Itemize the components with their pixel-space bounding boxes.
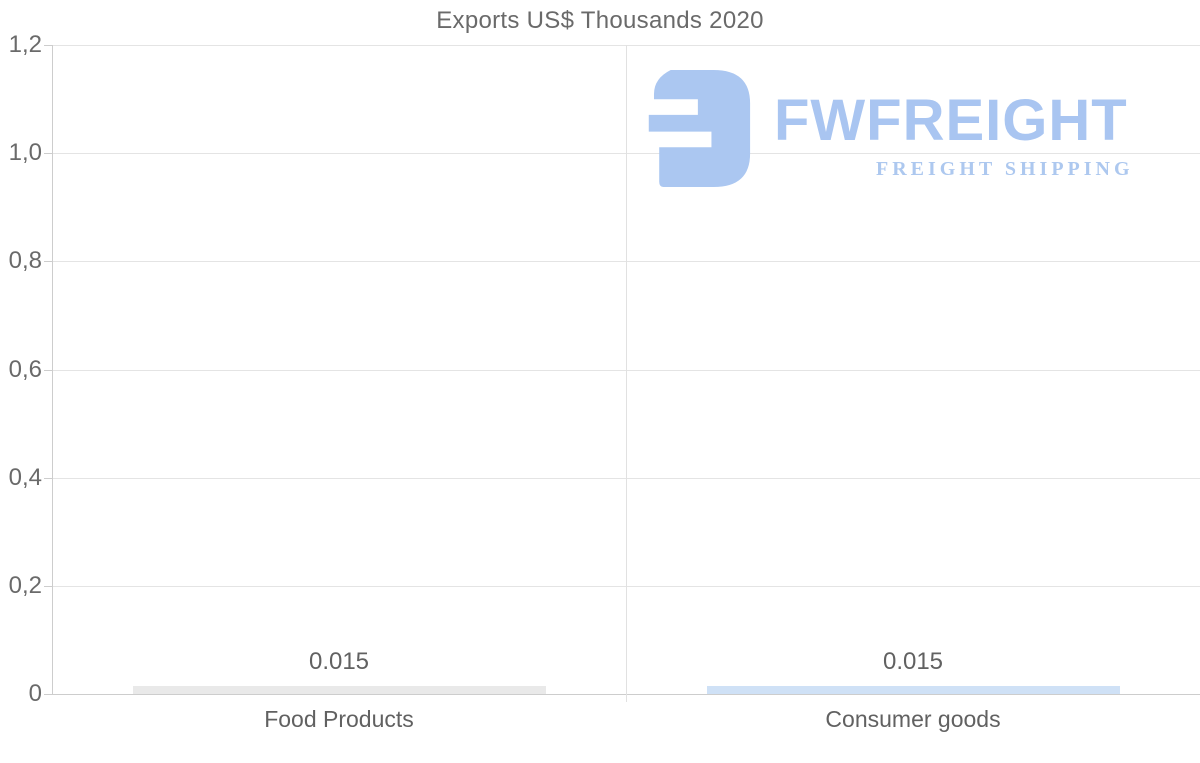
y-axis-tick-label: 0,4 bbox=[8, 464, 42, 491]
watermark-logo: FWFREIGHT FREIGHT SHIPPING bbox=[646, 66, 1161, 191]
bar-value-label: 0.015 bbox=[882, 648, 944, 675]
y-axis-tick-label: 0,8 bbox=[8, 247, 42, 274]
bar-consumer-goods[interactable] bbox=[707, 686, 1120, 694]
y-axis-tick-label: 1,0 bbox=[8, 139, 42, 166]
y-axis-tick-label: 1,2 bbox=[8, 31, 42, 58]
watermark-tagline-text: FREIGHT SHIPPING bbox=[876, 158, 1134, 180]
x-axis-line bbox=[44, 694, 1200, 695]
bar-value-label: 0.015 bbox=[308, 648, 370, 675]
y-tick-mark bbox=[44, 586, 52, 587]
y-tick-mark bbox=[44, 45, 52, 46]
y-axis-line bbox=[52, 45, 53, 694]
watermark-brand-text: FWFREIGHT bbox=[774, 88, 1128, 153]
chart-title: Exports US$ Thousands 2020 bbox=[436, 7, 764, 34]
x-axis-category-label: Consumer goods bbox=[825, 706, 1001, 732]
y-tick-mark bbox=[44, 370, 52, 371]
category-divider-gridline bbox=[626, 45, 627, 702]
x-axis-category-label: Food Products bbox=[264, 706, 414, 732]
y-tick-mark bbox=[44, 261, 52, 262]
bar-food-products[interactable] bbox=[133, 686, 546, 694]
y-axis-tick-label: 0 bbox=[28, 680, 42, 707]
y-tick-mark bbox=[44, 153, 52, 154]
y-axis-tick-label: 0,2 bbox=[8, 572, 42, 599]
y-axis-tick-label: 0,6 bbox=[8, 356, 42, 383]
y-tick-mark bbox=[44, 478, 52, 479]
fwfreight-logo-icon bbox=[648, 70, 751, 187]
